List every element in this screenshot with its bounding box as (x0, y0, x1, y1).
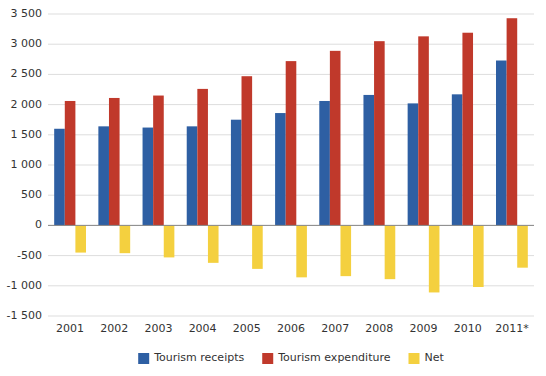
y-tick-label: 2 000 (11, 98, 43, 111)
y-tick-label: 3 000 (11, 37, 43, 50)
bar (418, 36, 429, 225)
y-tick-label: 2 500 (11, 67, 43, 80)
bar (120, 225, 131, 253)
grid-line (48, 285, 534, 286)
bar (153, 96, 164, 226)
bar (330, 51, 341, 226)
bar (363, 95, 374, 225)
bar (385, 225, 396, 279)
bar (109, 98, 120, 225)
x-tick-label: 2005 (233, 322, 261, 335)
x-tick-label: 2010 (454, 322, 482, 335)
chart-container: -1 500 -1 000 -500 0 500 1 000 1 500 2 000 2 500… (0, 0, 546, 376)
legend-swatch (138, 353, 149, 364)
bar (296, 225, 307, 277)
grid-line (48, 14, 534, 15)
bar (208, 225, 219, 262)
bar (143, 128, 154, 226)
bar (473, 225, 484, 287)
legend-label: Tourism receipts (153, 351, 244, 364)
legend: Tourism receipts Tourism expenditure Net (138, 351, 444, 364)
bar (319, 101, 330, 225)
bar (340, 225, 351, 276)
bars (54, 18, 528, 292)
bar (75, 225, 86, 252)
bar (408, 103, 419, 225)
grid (48, 14, 534, 316)
legend-label: Net (424, 351, 444, 364)
bar (462, 33, 473, 226)
bar (98, 126, 109, 225)
bar (286, 61, 297, 225)
grid-line (48, 44, 534, 45)
y-tick-label: 500 (21, 188, 42, 201)
bar (242, 76, 253, 225)
y-tick-label: -1 500 (7, 309, 42, 322)
bar (231, 120, 242, 226)
legend-swatch (408, 353, 419, 364)
y-tick-label: 0 (35, 218, 42, 231)
grid-line (48, 225, 534, 226)
zero-line (48, 225, 534, 226)
bar (54, 129, 65, 226)
bar (275, 113, 286, 225)
x-tick-label: 2008 (365, 322, 393, 335)
y-tick-label: -500 (17, 249, 42, 262)
x-tick-label: 2011* (495, 322, 529, 335)
bar (164, 225, 175, 257)
chart: -1 500 -1 000 -500 0 500 1 000 1 500 2 000 2 500… (0, 0, 546, 376)
x-tick-label: 2006 (277, 322, 305, 335)
bar (374, 41, 385, 225)
y-tick-label: 3 500 (11, 7, 43, 20)
x-tick-label: 2001 (56, 322, 84, 335)
bar (65, 101, 76, 225)
x-tick-label: 2004 (189, 322, 217, 335)
y-tick-label: 1 500 (11, 128, 43, 141)
y-tick-label: -1 000 (7, 279, 42, 292)
bar (517, 225, 528, 267)
y-tick-label: 1 000 (11, 158, 43, 171)
x-tick-label: 2009 (410, 322, 438, 335)
grid-line (48, 255, 534, 256)
x-tick-label: 2003 (144, 322, 172, 335)
bar (429, 225, 440, 292)
bar (496, 61, 507, 226)
bar (452, 94, 463, 225)
y-axis: -1 500 -1 000 -500 0 500 1 000 1 500 2 000 2 500… (7, 7, 42, 322)
bar (197, 89, 208, 226)
bar (507, 18, 518, 225)
grid-line (48, 316, 534, 317)
x-tick-label: 2007 (321, 322, 349, 335)
x-tick-label: 2002 (100, 322, 128, 335)
bar (187, 126, 198, 225)
legend-label: Tourism expenditure (277, 351, 390, 364)
bar (252, 225, 263, 268)
legend-swatch (262, 353, 273, 364)
x-axis: 2001 2002 2003 2004 2005 2006 2007 2008 2009 2010… (56, 322, 529, 335)
